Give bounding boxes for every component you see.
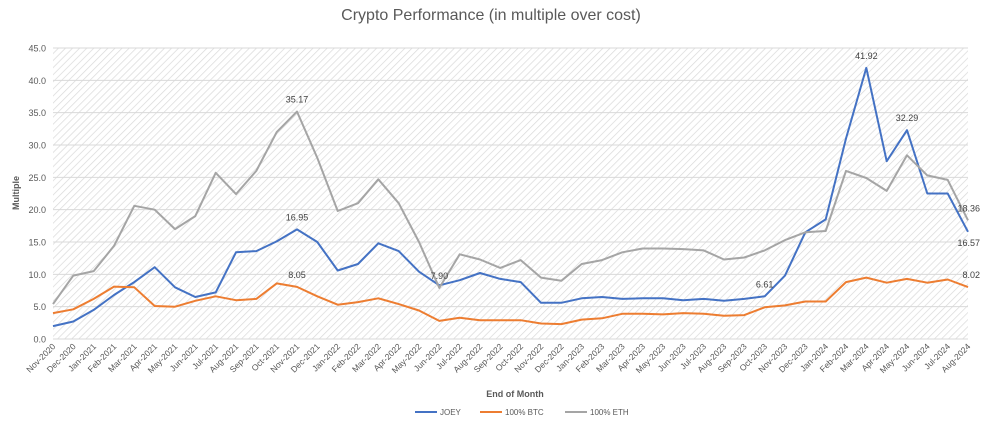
- data-label: 18.36: [957, 203, 980, 213]
- y-tick-label: 45.0: [28, 44, 46, 54]
- y-tick-label: 30.0: [28, 141, 46, 151]
- data-label: 8.02: [962, 270, 980, 280]
- data-label: 16.95: [286, 212, 309, 222]
- legend-label: JOEY: [440, 408, 462, 417]
- y-tick-label: 20.0: [28, 205, 46, 215]
- data-label: 8.05: [288, 270, 306, 280]
- y-tick-label: 35.0: [28, 108, 46, 118]
- data-label: 41.92: [855, 51, 878, 61]
- y-tick-label: 5.0: [33, 302, 46, 312]
- data-label: 35.17: [286, 95, 309, 105]
- y-tick-label: 0.0: [33, 335, 46, 345]
- y-axis-label: Multiple: [11, 176, 21, 210]
- x-axis-label: End of Month: [486, 389, 543, 399]
- data-label: 32.29: [896, 113, 919, 123]
- data-label: 7.90: [431, 271, 449, 281]
- chart-title: Crypto Performance (in multiple over cos…: [341, 7, 641, 24]
- y-tick-label: 15.0: [28, 238, 46, 248]
- legend-label: 100% ETH: [590, 408, 629, 417]
- legend-label: 100% BTC: [505, 408, 544, 417]
- legend: JOEY 100% BTC 100% ETH: [415, 408, 629, 417]
- y-tick-label: 25.0: [28, 173, 46, 183]
- y-tick-label: 10.0: [28, 270, 46, 280]
- data-label: 16.57: [957, 238, 980, 248]
- y-tick-label: 40.0: [28, 76, 46, 86]
- data-label: 6.61: [756, 279, 774, 289]
